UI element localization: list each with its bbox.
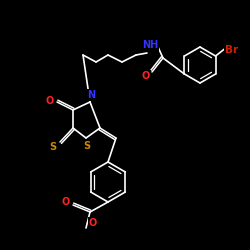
Text: O: O — [142, 71, 150, 81]
Text: NH: NH — [142, 40, 158, 50]
Text: O: O — [89, 218, 97, 228]
Text: Br: Br — [226, 45, 238, 55]
Text: O: O — [62, 197, 70, 207]
Text: N: N — [87, 90, 95, 100]
Text: S: S — [84, 141, 90, 151]
Text: O: O — [46, 96, 54, 106]
Text: S: S — [50, 142, 56, 152]
